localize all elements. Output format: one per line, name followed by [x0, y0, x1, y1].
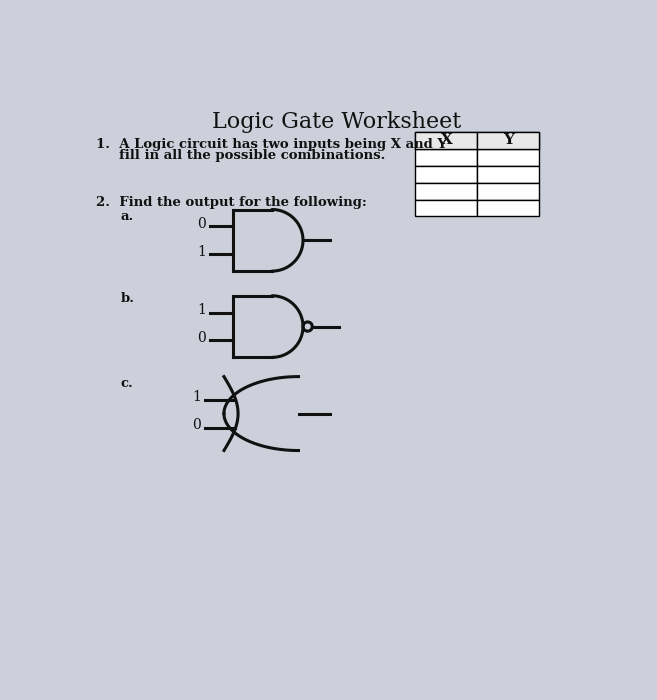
Bar [415, 199, 478, 216]
Bar [415, 132, 478, 148]
Bar [415, 183, 478, 200]
Text: b.: b. [121, 292, 135, 305]
Bar [415, 148, 478, 166]
Text: 1.  A Logic circuit has two inputs being X and Y: 1. A Logic circuit has two inputs being … [96, 138, 447, 151]
Text: fill in all the possible combinations.: fill in all the possible combinations. [96, 150, 386, 162]
Bar [478, 132, 539, 148]
Text: Logic Gate Worksheet: Logic Gate Worksheet [212, 111, 461, 133]
Text: 0: 0 [192, 419, 200, 433]
Text: 1: 1 [197, 303, 206, 317]
Text: c.: c. [121, 377, 133, 390]
Bar [478, 199, 539, 216]
Text: 0: 0 [197, 331, 206, 345]
Text: X: X [440, 133, 452, 147]
Bar [415, 132, 478, 148]
Text: 0: 0 [197, 217, 206, 231]
Bar [478, 148, 539, 166]
Bar [478, 183, 539, 200]
Bar [478, 166, 539, 183]
Bar [415, 166, 478, 183]
Text: Y: Y [503, 133, 514, 147]
Text: 2.  Find the output for the following:: 2. Find the output for the following: [96, 195, 367, 209]
Bar [478, 132, 539, 148]
Text: 1: 1 [192, 390, 200, 404]
Text: 1: 1 [197, 245, 206, 259]
Text: a.: a. [121, 209, 134, 223]
